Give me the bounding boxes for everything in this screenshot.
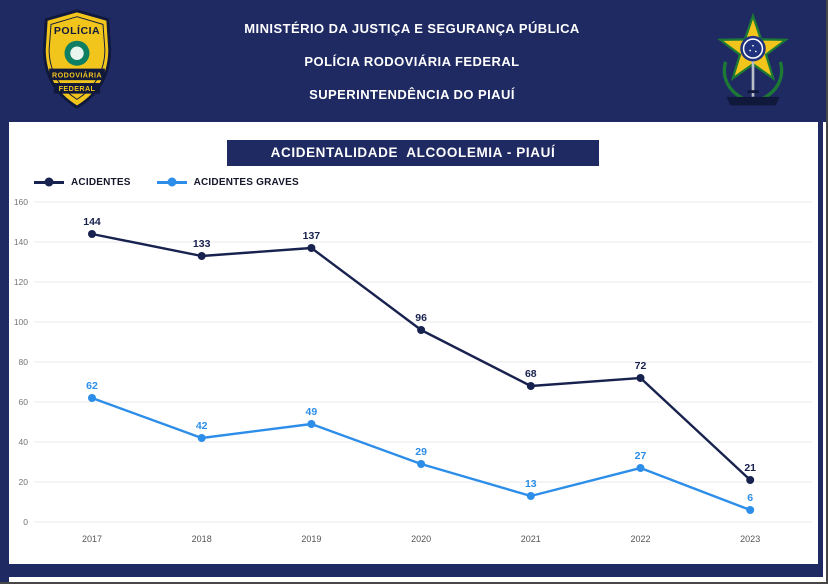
badge-policia-text: POLÍCIA bbox=[54, 24, 100, 37]
header-line-ministry: MINISTÉRIO DA JUSTIÇA E SEGURANÇA PÚBLIC… bbox=[244, 20, 580, 36]
svg-text:2018: 2018 bbox=[192, 534, 212, 544]
svg-text:2021: 2021 bbox=[521, 534, 541, 544]
right-border-stripe bbox=[818, 120, 823, 577]
legend-label-acidentes-graves: ACIDENTES GRAVES bbox=[193, 176, 299, 188]
svg-text:6: 6 bbox=[747, 492, 753, 504]
svg-text:2022: 2022 bbox=[630, 534, 650, 544]
svg-text:80: 80 bbox=[19, 357, 29, 367]
header-banner: POLÍCIA RODOVIÁRIA FEDERAL MINISTÉRIO DA… bbox=[0, 0, 826, 122]
svg-text:133: 133 bbox=[193, 238, 211, 250]
republic-star-emblem bbox=[710, 7, 796, 116]
svg-text:42: 42 bbox=[196, 420, 208, 432]
legend-item-acidentes: ACIDENTES bbox=[34, 177, 131, 188]
legend-marker-acidentes-icon bbox=[34, 177, 64, 187]
badge-rodoviaria-text: RODOVIÁRIA bbox=[52, 70, 102, 79]
svg-text:100: 100 bbox=[14, 317, 28, 327]
svg-text:0: 0 bbox=[23, 517, 28, 527]
chart-legend: ACIDENTES ACIDENTES GRAVES bbox=[34, 174, 826, 190]
svg-text:2019: 2019 bbox=[301, 534, 321, 544]
svg-text:21: 21 bbox=[744, 462, 756, 474]
svg-text:40: 40 bbox=[19, 437, 29, 447]
legend-label-acidentes: ACIDENTES bbox=[71, 176, 131, 188]
svg-text:2023: 2023 bbox=[740, 534, 760, 544]
prf-shield-icon: POLÍCIA RODOVIÁRIA FEDERAL bbox=[42, 8, 112, 109]
legend-dot-icon bbox=[167, 177, 177, 187]
left-border-stripe bbox=[0, 0, 9, 582]
badge-federal-text: FEDERAL bbox=[59, 84, 96, 93]
svg-text:2020: 2020 bbox=[411, 534, 431, 544]
svg-text:68: 68 bbox=[525, 368, 537, 380]
svg-text:137: 137 bbox=[303, 230, 321, 242]
svg-text:72: 72 bbox=[635, 360, 647, 372]
svg-text:29: 29 bbox=[415, 446, 427, 458]
svg-text:144: 144 bbox=[83, 216, 101, 228]
svg-text:160: 160 bbox=[14, 197, 28, 207]
svg-text:62: 62 bbox=[86, 380, 98, 392]
legend-item-acidentes-graves: ACIDENTES GRAVES bbox=[156, 176, 299, 188]
header-line-superintendencia: SUPERINTENDÊNCIA DO PIAUÍ bbox=[309, 86, 515, 102]
svg-text:120: 120 bbox=[14, 277, 28, 287]
svg-text:2017: 2017 bbox=[82, 534, 102, 544]
svg-text:140: 140 bbox=[14, 237, 28, 247]
prf-shield-logo: POLÍCIA RODOVIÁRIA FEDERAL bbox=[40, 8, 114, 114]
bottom-border-bar bbox=[0, 564, 823, 577]
star-emblem-icon bbox=[717, 12, 789, 105]
header-line-prf: POLÍCIA RODOVIÁRIA FEDERAL bbox=[304, 53, 520, 69]
svg-text:27: 27 bbox=[635, 450, 647, 462]
svg-text:60: 60 bbox=[19, 397, 29, 407]
svg-text:96: 96 bbox=[415, 312, 427, 324]
chart-title-banner: ACIDENTALIDADE ALCOOLEMIA - PIAUÍ bbox=[226, 140, 600, 166]
line-chart: 0 20 40 60 80 100 120 140 160 2017 2018 2019 2020 202… bbox=[14, 197, 812, 544]
legend-dot-icon bbox=[44, 177, 54, 187]
svg-text:20: 20 bbox=[19, 477, 29, 487]
header-text: MINISTÉRIO DA JUSTIÇA E SEGURANÇA PÚBLIC… bbox=[114, 21, 710, 102]
svg-text:49: 49 bbox=[306, 406, 318, 418]
legend-marker-acidentes-graves-icon bbox=[156, 177, 187, 187]
svg-text:13: 13 bbox=[525, 478, 537, 490]
